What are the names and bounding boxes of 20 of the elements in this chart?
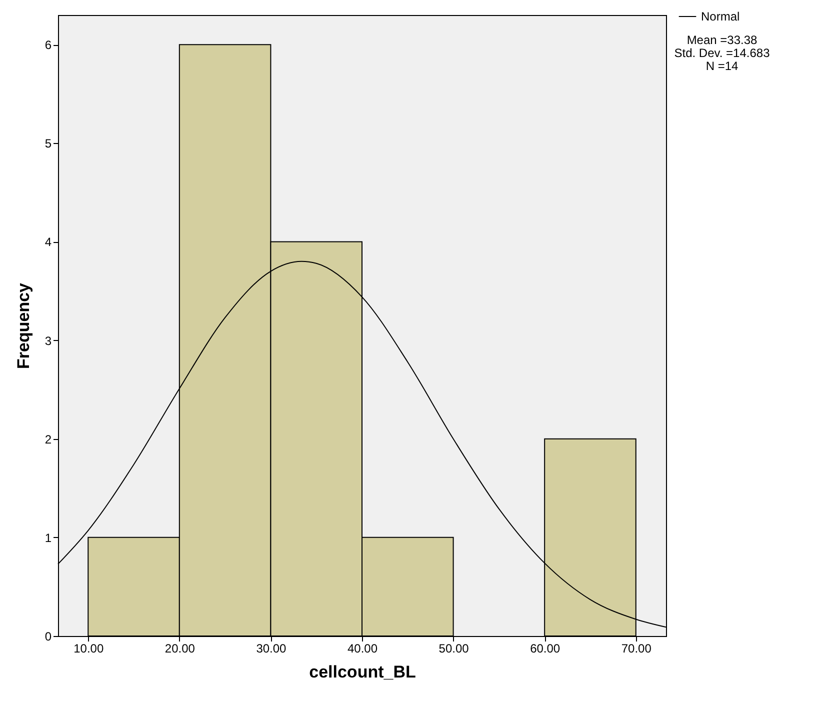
text: Std. Dev. =14.683 bbox=[674, 46, 770, 60]
y-tick-label: 4 bbox=[44, 235, 52, 250]
y-tick-label: 6 bbox=[44, 38, 52, 52]
y-axis-title: Frequency bbox=[14, 282, 33, 369]
x-tick-label: 70.00 bbox=[621, 642, 652, 656]
text: Mean =33.38 bbox=[686, 33, 758, 47]
y-tick-label: 0 bbox=[44, 630, 52, 644]
x-tick-label: 60.00 bbox=[530, 642, 560, 656]
x-tick-label: 50.00 bbox=[438, 642, 470, 656]
y-tick-label: 1 bbox=[44, 530, 52, 545]
x-axis-title: cellcount_BL bbox=[309, 662, 416, 682]
y-tick-label: 3 bbox=[44, 334, 52, 348]
x-tick-label: 30.00 bbox=[256, 642, 287, 656]
x-tick-label: 10.00 bbox=[74, 642, 104, 656]
y-tick-label: 5 bbox=[44, 136, 52, 151]
x-tick-label: 20.00 bbox=[164, 642, 196, 656]
text: N =14 bbox=[706, 59, 738, 73]
x-tick-label: 40.00 bbox=[347, 642, 378, 656]
y-tick-label: 2 bbox=[44, 432, 52, 446]
legend-label: Normal bbox=[701, 10, 740, 24]
